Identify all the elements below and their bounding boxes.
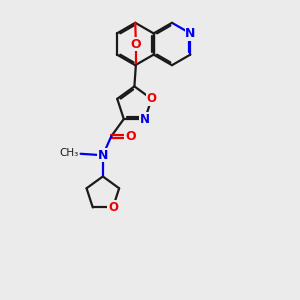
Text: CH₃: CH₃: [60, 148, 79, 158]
Text: N: N: [185, 27, 196, 40]
Text: N: N: [140, 112, 150, 125]
Text: O: O: [125, 130, 136, 143]
Text: O: O: [130, 38, 141, 50]
Text: O: O: [146, 92, 157, 105]
Text: O: O: [108, 201, 118, 214]
Text: N: N: [98, 149, 108, 162]
